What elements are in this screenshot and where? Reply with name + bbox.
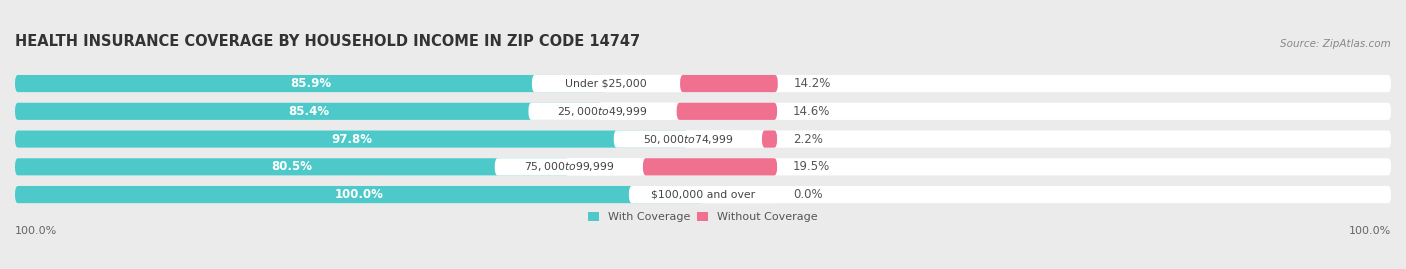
Text: 100.0%: 100.0% xyxy=(1348,226,1391,236)
Text: 100.0%: 100.0% xyxy=(335,188,384,201)
Text: 0.0%: 0.0% xyxy=(793,188,823,201)
FancyBboxPatch shape xyxy=(762,130,778,148)
Text: 2.2%: 2.2% xyxy=(793,133,823,146)
FancyBboxPatch shape xyxy=(15,75,1391,92)
FancyBboxPatch shape xyxy=(676,103,778,120)
FancyBboxPatch shape xyxy=(15,158,569,175)
Text: 14.2%: 14.2% xyxy=(793,77,831,90)
Text: 85.9%: 85.9% xyxy=(290,77,330,90)
Text: 80.5%: 80.5% xyxy=(271,160,312,173)
FancyBboxPatch shape xyxy=(15,130,1391,148)
FancyBboxPatch shape xyxy=(15,130,688,148)
FancyBboxPatch shape xyxy=(15,158,1391,175)
Text: 19.5%: 19.5% xyxy=(793,160,830,173)
FancyBboxPatch shape xyxy=(643,158,778,175)
Text: 85.4%: 85.4% xyxy=(288,105,329,118)
Text: Under $25,000: Under $25,000 xyxy=(565,79,647,89)
FancyBboxPatch shape xyxy=(495,158,643,175)
FancyBboxPatch shape xyxy=(15,103,603,120)
Text: $25,000 to $49,999: $25,000 to $49,999 xyxy=(557,105,648,118)
Text: $75,000 to $99,999: $75,000 to $99,999 xyxy=(523,160,614,173)
FancyBboxPatch shape xyxy=(628,186,778,203)
FancyBboxPatch shape xyxy=(681,75,778,92)
FancyBboxPatch shape xyxy=(529,103,676,120)
FancyBboxPatch shape xyxy=(614,130,762,148)
Text: 14.6%: 14.6% xyxy=(793,105,831,118)
Text: 100.0%: 100.0% xyxy=(15,226,58,236)
FancyBboxPatch shape xyxy=(15,186,1391,203)
FancyBboxPatch shape xyxy=(531,75,681,92)
FancyBboxPatch shape xyxy=(15,186,703,203)
Text: $50,000 to $74,999: $50,000 to $74,999 xyxy=(643,133,733,146)
Text: 97.8%: 97.8% xyxy=(330,133,373,146)
Text: Source: ZipAtlas.com: Source: ZipAtlas.com xyxy=(1281,39,1391,49)
Text: $100,000 and over: $100,000 and over xyxy=(651,190,755,200)
FancyBboxPatch shape xyxy=(15,103,1391,120)
FancyBboxPatch shape xyxy=(15,75,606,92)
Text: HEALTH INSURANCE COVERAGE BY HOUSEHOLD INCOME IN ZIP CODE 14747: HEALTH INSURANCE COVERAGE BY HOUSEHOLD I… xyxy=(15,34,640,49)
Legend: With Coverage, Without Coverage: With Coverage, Without Coverage xyxy=(583,208,823,227)
